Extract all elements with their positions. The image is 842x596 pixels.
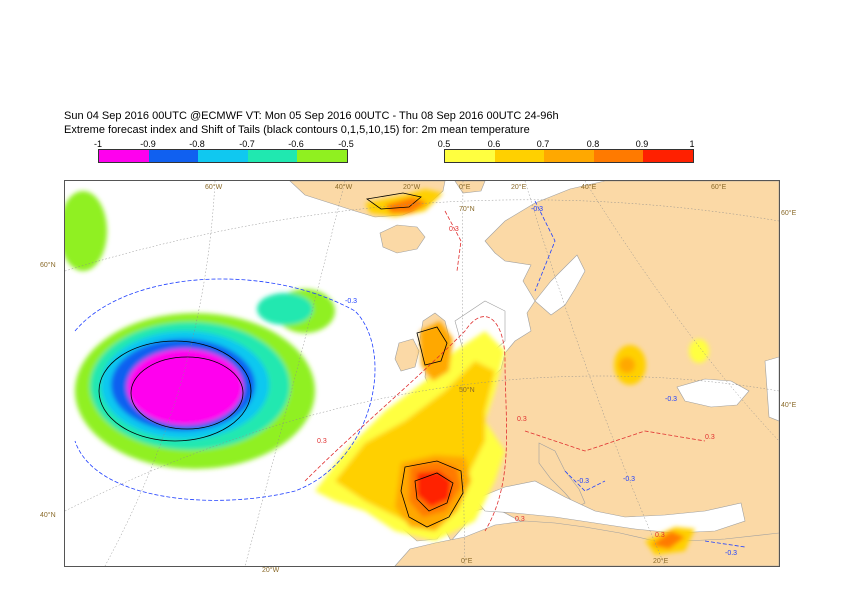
north-island-land (454, 181, 486, 194)
contour-label-blue: -0.3 (623, 476, 635, 483)
legend-swatch (198, 150, 248, 162)
legend-tick: -0.8 (189, 139, 205, 149)
legend-swatch (593, 150, 644, 162)
contour-label-red: 0.3 (515, 516, 525, 523)
title-line-1: Sun 04 Sep 2016 00UTC @ECMWF VT: Mon 05 … (64, 110, 559, 122)
contour-label-blue: -0.3 (725, 550, 737, 557)
efi-map: -0.3 -0.3 -0.3 -0.3 -0.3 -0.3 0.3 0.3 0.… (64, 180, 780, 567)
cold-anomaly (65, 191, 335, 469)
legend-tick: 0.5 (437, 139, 451, 149)
lon-label-bottom-20e: 20°E (653, 557, 669, 565)
contour-label-blue: -0.3 (345, 298, 357, 305)
lat-label-70n: 70°N (459, 205, 475, 213)
lon-label-40e: 40°E (581, 183, 597, 191)
legend-tick: 1 (689, 139, 695, 149)
warm-anomaly (315, 189, 709, 555)
graticule (65, 181, 779, 566)
legend-tick: -1 (93, 139, 103, 149)
title-line-2: Extreme forecast index and Shift of Tail… (64, 124, 530, 136)
legend-tick: -0.7 (239, 139, 255, 149)
legend-tick: -0.6 (288, 139, 304, 149)
lon-label-20w: 20°W (403, 183, 421, 191)
contour-label-red: 0.3 (655, 532, 665, 539)
legend-swatch (445, 150, 495, 162)
caspian-sea (764, 356, 779, 422)
lat-label-outer-right-40e: 40°E (781, 402, 797, 409)
contour-label-red: 0.3 (517, 416, 527, 423)
contour-label-blue: -0.3 (531, 206, 543, 213)
lon-label-40w: 40°W (335, 183, 353, 191)
iceland-land (379, 224, 426, 254)
north-africa-land (394, 520, 779, 566)
baltic-sea (534, 254, 586, 316)
contour-label-blue: -0.3 (665, 396, 677, 403)
legend-swatch (544, 150, 594, 162)
contour-label-blue: -0.3 (577, 478, 589, 485)
legend-swatch (494, 150, 545, 162)
lat-label-outer-40n: 40°N (40, 512, 56, 519)
lat-label-50n: 50°N (459, 386, 475, 394)
legend-swatch (247, 150, 298, 162)
legend-swatch (99, 150, 149, 162)
legend-tick: 0.6 (487, 139, 501, 149)
mediterranean-sea (474, 480, 746, 534)
lon-label-60e: 60°E (711, 183, 727, 191)
lon-label-0e: 0°E (459, 183, 471, 191)
legend-tick: 0.8 (586, 139, 600, 149)
contour-label-red: 0.3 (449, 226, 459, 233)
legend-swatch (148, 150, 199, 162)
lon-label-outer-bottom-20w: 20°W (262, 567, 280, 574)
contour-label-red: 0.3 (317, 438, 327, 445)
lat-label-outer-right-60e: 60°E (781, 210, 797, 217)
legend-positive (444, 149, 694, 163)
legend-tick: 0.7 (536, 139, 550, 149)
legend-tick: 0.9 (635, 139, 649, 149)
legend-swatch (297, 150, 347, 162)
lon-label-60w: 60°W (205, 183, 223, 191)
black-sea (676, 378, 750, 408)
legend-swatch (643, 150, 693, 162)
legend-tick: -0.9 (140, 139, 156, 149)
efi-03-contours (74, 200, 746, 548)
ireland-land (394, 338, 420, 372)
lon-label-bottom-0e: 0°E (461, 557, 473, 565)
lat-label-outer-60n: 60°N (40, 262, 56, 269)
legend-tick: -0.5 (338, 139, 354, 149)
contour-label-red: 0.3 (705, 434, 715, 441)
legend-negative (98, 149, 348, 163)
lon-label-20e: 20°E (511, 183, 527, 191)
map-canvas: -0.3 -0.3 -0.3 -0.3 -0.3 -0.3 0.3 0.3 0.… (65, 181, 779, 566)
